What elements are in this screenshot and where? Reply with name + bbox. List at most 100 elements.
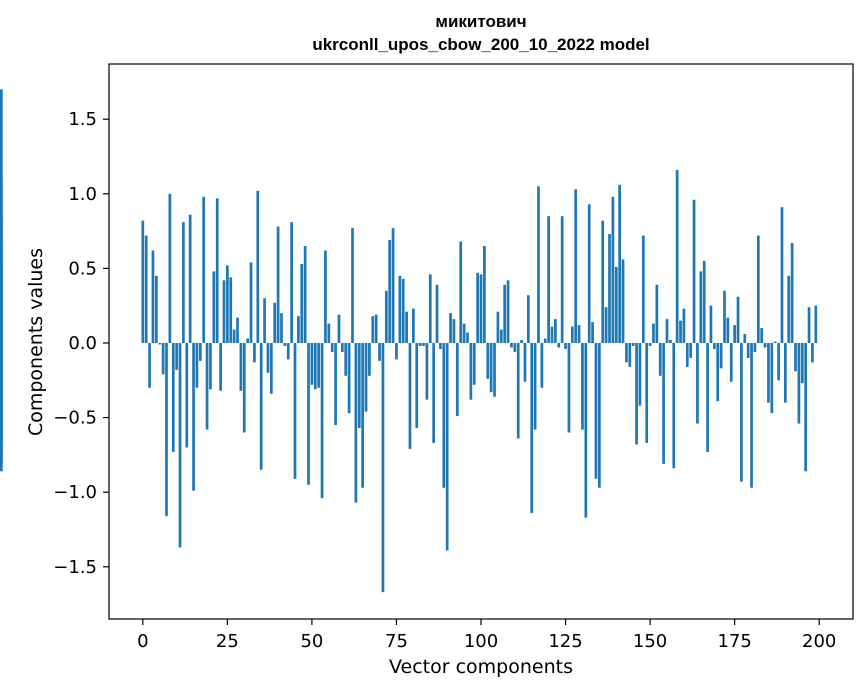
bar-181 <box>753 342 757 352</box>
bar-191 <box>787 275 791 343</box>
bar-178 <box>743 334 747 343</box>
bar-120 <box>547 216 550 343</box>
bar-188 <box>777 342 780 381</box>
bar-42 <box>283 342 287 346</box>
bar-130 <box>581 342 584 430</box>
bar-196 <box>804 342 808 472</box>
bar-15 <box>192 342 195 491</box>
bar-13 <box>185 342 189 448</box>
bar-166 <box>702 260 706 343</box>
bar-174 <box>729 342 733 382</box>
bar-163 <box>692 199 696 343</box>
bar-40 <box>276 226 280 343</box>
bar-81 <box>415 342 419 429</box>
bar-168 <box>709 305 713 343</box>
bar-undefined <box>0 89 3 343</box>
bar-14 <box>188 214 192 343</box>
bar-75 <box>395 342 398 360</box>
bar-173 <box>726 317 730 343</box>
bar-182 <box>756 235 760 343</box>
bar-114 <box>526 295 530 343</box>
bar-158 <box>675 169 679 343</box>
bar-11 <box>178 342 182 548</box>
bar-82 <box>418 342 422 346</box>
bar-17 <box>198 342 202 361</box>
bar-8 <box>168 193 172 343</box>
bar-154 <box>662 342 665 464</box>
bar-87 <box>435 284 439 343</box>
bar-41 <box>280 313 283 343</box>
bar-135 <box>598 342 601 488</box>
bar-194 <box>797 342 801 424</box>
bar-93 <box>455 342 459 417</box>
bar-144 <box>628 342 632 367</box>
bar-115 <box>530 342 534 514</box>
bar-167 <box>706 342 709 452</box>
bar-63 <box>354 342 358 503</box>
bar-170 <box>716 342 720 402</box>
bar-47 <box>300 263 304 343</box>
y-tick-label: −1.0 <box>53 482 97 503</box>
bar-60 <box>344 342 348 376</box>
bar-48 <box>303 246 307 343</box>
bar-55 <box>327 323 331 343</box>
bar-152 <box>655 284 659 343</box>
bar-110 <box>513 342 517 352</box>
bar-151 <box>652 323 655 343</box>
bar-101 <box>483 246 486 343</box>
bar-190 <box>784 342 787 403</box>
bar-90 <box>445 342 449 551</box>
bar-76 <box>398 275 402 343</box>
bar-26 <box>229 277 233 343</box>
x-tick-label: 175 <box>717 631 751 652</box>
bar-61 <box>347 342 351 414</box>
bar-59 <box>340 342 344 352</box>
bar-134 <box>594 342 598 479</box>
bar-160 <box>682 308 686 343</box>
bar-121 <box>550 326 554 343</box>
bar-126 <box>567 342 571 433</box>
bar-38 <box>269 342 273 394</box>
bar-44 <box>290 222 293 343</box>
bar-199 <box>814 305 818 343</box>
bar-137 <box>604 307 608 343</box>
bar-undefined <box>0 342 3 472</box>
bar-73 <box>388 240 392 343</box>
bar-70 <box>378 342 381 361</box>
bar-118 <box>540 342 544 388</box>
bar-91 <box>449 313 452 343</box>
bar-86 <box>432 342 436 443</box>
bar-177 <box>740 342 743 482</box>
y-tick-label: −1.5 <box>53 557 97 578</box>
bar-111 <box>516 342 520 439</box>
x-tick-label: 200 <box>802 631 836 652</box>
bar-117 <box>537 186 540 343</box>
bar-139 <box>611 196 615 343</box>
bar-185 <box>767 342 770 403</box>
bar-undefined <box>0 342 3 357</box>
bar-187 <box>773 341 777 343</box>
y-tick-label: −0.5 <box>53 408 97 429</box>
bar-78 <box>405 311 408 343</box>
bar-46 <box>297 316 300 343</box>
bar-37 <box>266 342 270 373</box>
bar-179 <box>746 342 750 358</box>
bar-64 <box>357 342 361 429</box>
bar-192 <box>790 243 794 343</box>
bar-69 <box>374 314 378 343</box>
bar-193 <box>794 342 797 372</box>
bar-141 <box>618 184 622 343</box>
bar-85 <box>428 274 432 343</box>
bar-136 <box>601 220 605 343</box>
bar-102 <box>486 342 490 379</box>
bar-52 <box>317 342 321 388</box>
bar-29 <box>239 342 243 391</box>
bar-159 <box>679 320 682 343</box>
bar-3 <box>151 250 155 343</box>
bar-27 <box>232 329 236 343</box>
bar-142 <box>621 259 625 343</box>
bar-20 <box>209 342 212 390</box>
bar-33 <box>253 342 256 363</box>
bar-31 <box>246 338 250 343</box>
